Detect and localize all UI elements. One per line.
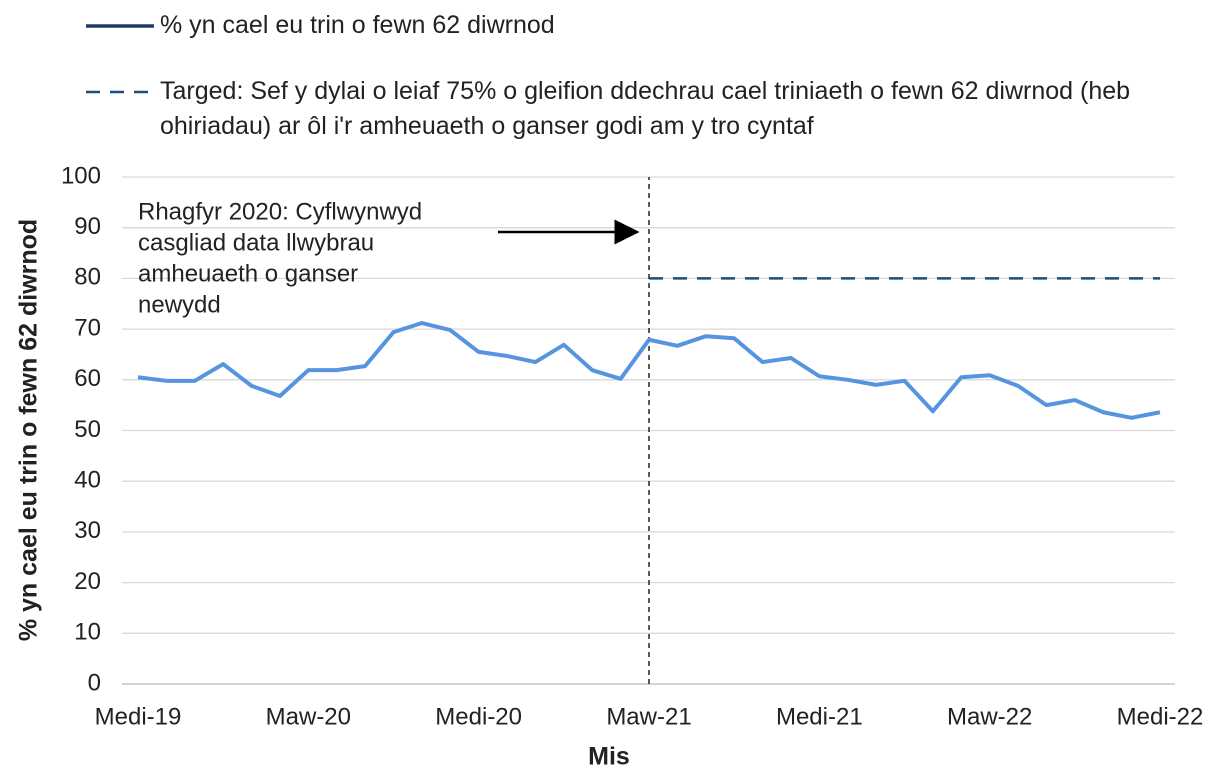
x-tick-label: Medi-21 (776, 703, 863, 730)
y-tick-label: 70 (74, 314, 101, 341)
y-tick-label: 10 (74, 619, 101, 646)
x-tick-label: Medi-20 (435, 703, 522, 730)
series-line (137, 321, 1161, 420)
y-tick-label: 60 (74, 365, 101, 392)
y-tick-label: 40 (74, 467, 101, 494)
annotation-text: casgliad data llwybrau (138, 229, 374, 256)
annotation-text: Rhagfyr 2020: Cyflwynwyd (138, 198, 422, 225)
x-tick-label: Medi-22 (1117, 703, 1204, 730)
legend-label: Targed: Sef y dylai o leiaf 75% o gleifi… (160, 77, 1131, 140)
y-tick-label: 90 (74, 213, 101, 240)
y-tick-label: 50 (74, 416, 101, 443)
annotation-text: amheuaeth o ganser (138, 260, 358, 287)
x-tick-label: Maw-21 (606, 703, 691, 730)
x-axis-label: Mis (588, 743, 630, 771)
legend-label: % yn cael eu trin o fewn 62 diwrnod (160, 11, 555, 39)
y-tick-label: 20 (74, 568, 101, 595)
y-axis-label: % yn cael eu trin o fewn 62 diwrnod (15, 219, 43, 641)
y-tick-label: 100 (61, 162, 101, 189)
y-tick-label: 0 (88, 669, 101, 696)
x-tick-label: Medi-19 (95, 703, 182, 730)
annotation-text: newydd (138, 291, 221, 318)
x-tick-label: Maw-22 (947, 703, 1032, 730)
x-tick-label: Maw-20 (266, 703, 351, 730)
y-tick-label: 30 (74, 517, 101, 544)
y-tick-label: 80 (74, 264, 101, 291)
